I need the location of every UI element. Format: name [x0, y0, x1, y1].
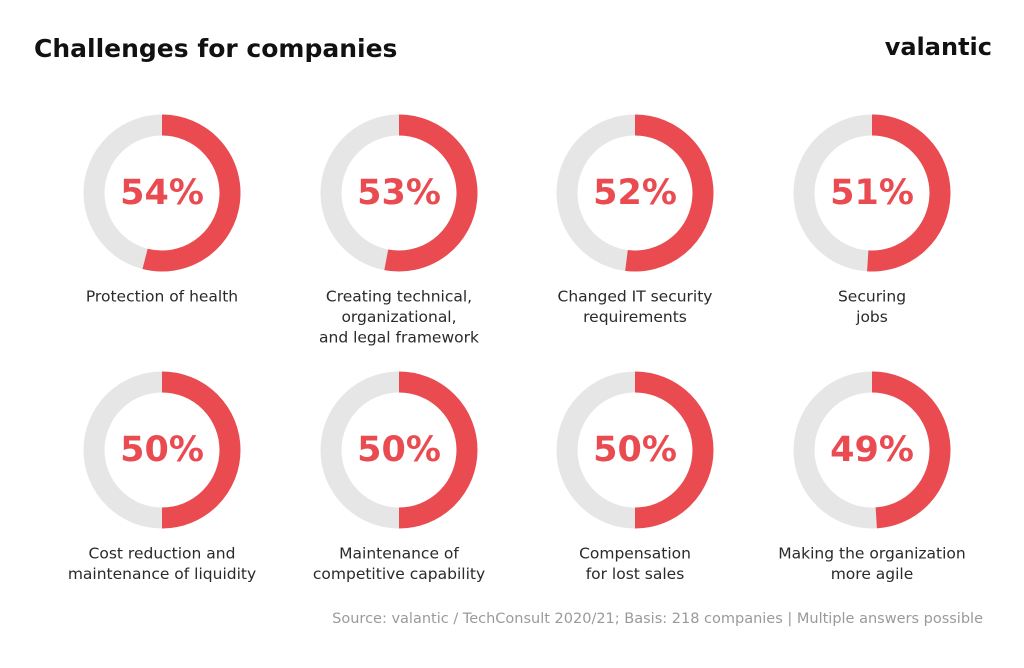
category-label: competitive capability: [313, 565, 485, 583]
category-label: jobs: [855, 308, 888, 326]
brand-logo: valantic: [885, 33, 992, 61]
category-label: and legal framework: [319, 329, 479, 347]
value-label: 54%: [120, 173, 204, 213]
title: Challenges for companies: [34, 34, 397, 63]
donut-arc: [142, 114, 241, 272]
donut-arc: [161, 371, 241, 529]
category-label: Making the organization: [778, 545, 965, 563]
category-label: Maintenance of: [339, 545, 459, 563]
value-label: 50%: [593, 430, 677, 470]
donut-arc: [625, 114, 714, 272]
category-label: Protection of health: [86, 288, 238, 306]
donut-arc: [398, 371, 478, 529]
category-label: for lost sales: [586, 565, 685, 583]
value-label: 51%: [830, 173, 914, 213]
category-label: organizational,: [341, 308, 456, 326]
donut-arc: [634, 371, 714, 529]
category-label: maintenance of liquidity: [68, 565, 256, 583]
category-label: requirements: [583, 308, 687, 326]
donut-arc: [384, 114, 478, 272]
donut-arc: [867, 114, 951, 272]
category-label: Cost reduction and: [89, 545, 236, 563]
category-label: Changed IT security: [558, 288, 713, 306]
value-label: 53%: [357, 173, 441, 213]
value-label: 52%: [593, 173, 677, 213]
donut-arc: [871, 371, 951, 529]
category-label: Compensation: [579, 545, 691, 563]
category-label: Securing: [838, 288, 906, 306]
value-label: 50%: [357, 430, 441, 470]
source-note: Source: valantic / TechConsult 2020/21; …: [332, 611, 983, 627]
value-label: 49%: [830, 430, 914, 470]
value-label: 50%: [120, 430, 204, 470]
category-label: more agile: [831, 565, 914, 583]
category-label: Creating technical,: [326, 288, 472, 306]
